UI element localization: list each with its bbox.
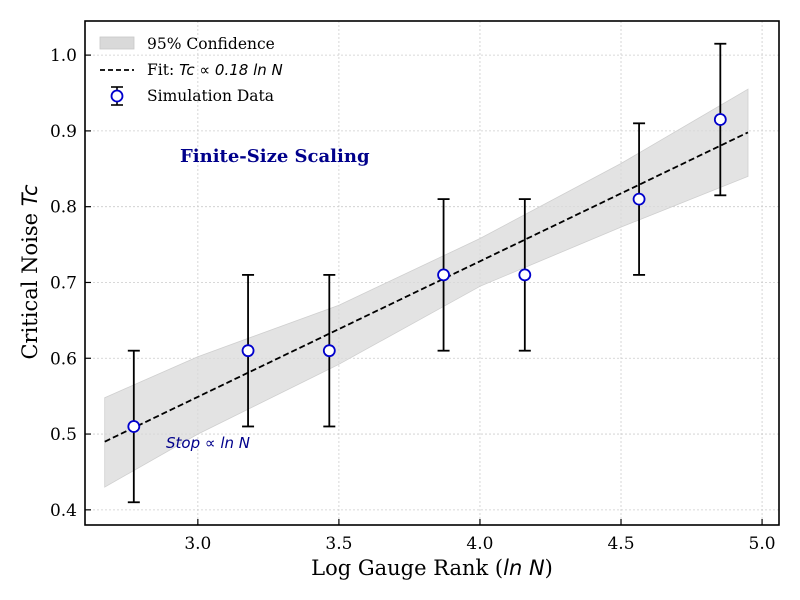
y-tick-label: 0.7 xyxy=(50,273,77,293)
confidence-band-layer xyxy=(104,88,749,488)
chart-title-annotation: Finite-Size Scaling xyxy=(180,146,370,167)
scaling-annotation: Stop ∝ ln N xyxy=(166,434,250,452)
y-tick-label: 0.6 xyxy=(50,349,77,369)
legend-label-fit: Fit: Tc ∝ 0.18 ln N xyxy=(147,61,283,79)
data-point xyxy=(632,192,646,206)
fit-line xyxy=(104,131,749,443)
tick-layer: 3.0 3.5 4.0 4.5 5.0 0.4 0.5 0.6 0.7 0.8 0.9 1.0 xyxy=(50,46,776,554)
y-tick-label: 1.0 xyxy=(50,46,77,66)
data-point xyxy=(437,268,450,282)
legend-swatch-data xyxy=(110,86,124,106)
data-layer xyxy=(127,42,727,504)
data-point xyxy=(127,420,141,433)
data-point xyxy=(518,268,532,282)
legend: 95% Confidence Fit: Tc ∝ 0.18 ln N Simul… xyxy=(99,35,283,106)
y-tick-label: 0.8 xyxy=(50,198,77,218)
x-tick-label: 5.0 xyxy=(749,534,776,554)
y-axis-title: Critical Noise Tc xyxy=(18,184,42,359)
x-tick-label: 4.0 xyxy=(466,534,493,554)
confidence-band xyxy=(104,88,749,488)
legend-label-confidence: 95% Confidence xyxy=(147,35,275,53)
legend-swatch-confidence xyxy=(99,36,135,50)
x-axis-title: Log Gauge Rank (ln N) xyxy=(311,556,553,580)
data-point xyxy=(322,344,336,358)
x-tick-label: 3.0 xyxy=(184,534,211,554)
fit-line-layer xyxy=(104,131,749,443)
y-tick-label: 0.4 xyxy=(50,501,77,521)
data-point xyxy=(713,113,727,126)
legend-label-data: Simulation Data xyxy=(147,87,274,105)
y-tick-label: 0.9 xyxy=(50,122,77,142)
data-point xyxy=(241,344,255,358)
x-tick-label: 4.5 xyxy=(607,534,634,554)
plot-frame xyxy=(84,20,780,526)
y-tick-label: 0.5 xyxy=(50,425,77,445)
x-tick-label: 3.5 xyxy=(325,534,352,554)
